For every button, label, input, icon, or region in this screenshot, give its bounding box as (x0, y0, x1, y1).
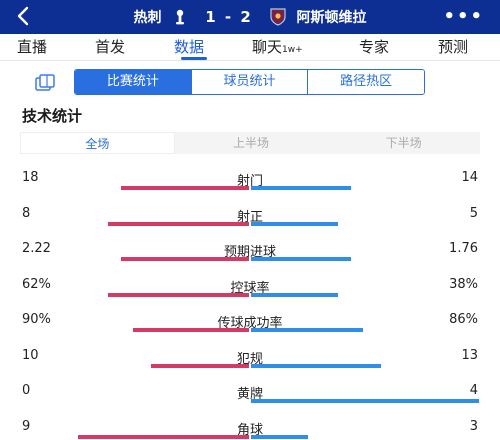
aston-villa-logo-icon (270, 8, 286, 26)
period-selector: 全场 上半场 下半场 (20, 132, 480, 154)
tab-prediction[interactable]: 预测 (438, 36, 468, 57)
home-value: 90% (22, 312, 51, 327)
home-bar (108, 222, 249, 226)
subtab-heatmap[interactable]: 路径热区 (307, 70, 424, 94)
away-bar (251, 364, 381, 368)
away-value: 3 (469, 419, 478, 434)
stat-row: 18 射门 14 (0, 170, 500, 200)
away-value: 14 (461, 170, 478, 185)
away-bar (251, 222, 338, 226)
stat-row: 2.22 预期进球 1.76 (0, 241, 500, 271)
period-first-half[interactable]: 上半场 (233, 136, 270, 150)
tab-label: 直播 (17, 38, 48, 56)
stat-row: 9 角球 3 (0, 419, 500, 440)
away-bar (251, 186, 351, 190)
stat-row: 90% 传球成功率 86% (0, 312, 500, 342)
tab-label: 聊天 (252, 38, 283, 56)
tab-experts[interactable]: 专家 (359, 36, 389, 57)
away-bar (251, 399, 479, 403)
tottenham-logo-icon (172, 8, 188, 26)
home-team-name: 热刺 (133, 10, 162, 26)
back-arrow-icon[interactable] (14, 5, 34, 27)
home-value: 10 (22, 348, 39, 363)
home-bar (78, 435, 249, 439)
home-bar (121, 257, 249, 261)
home-value: 18 (22, 170, 39, 185)
home-bar (133, 328, 249, 332)
away-value: 1.76 (449, 241, 478, 256)
stat-row: 10 犯规 13 (0, 348, 500, 378)
tab-live[interactable]: 直播 (17, 36, 47, 57)
home-value: 9 (22, 419, 31, 434)
home-value: 8 (22, 206, 31, 221)
home-bar (121, 186, 249, 190)
home-value: 62% (22, 277, 51, 292)
stat-label: 传球成功率 (217, 316, 283, 331)
match-header: 热刺 1 - 2 阿斯顿维拉 ••• (0, 0, 500, 34)
tab-lineup[interactable]: 首发 (95, 36, 125, 57)
main-tabs: 直播 首发 数据 聊天1w+ 专家 预测 (0, 34, 500, 60)
stats-subtabs-row: 比赛统计 球员统计 路径热区 (0, 68, 500, 98)
home-value: 0 (22, 383, 31, 398)
stat-row: 62% 控球率 38% (0, 277, 500, 307)
away-bar (251, 293, 338, 297)
stat-label: 角球 (236, 423, 263, 438)
away-team-name: 阿斯顿维拉 (296, 10, 367, 26)
tab-label: 预测 (438, 38, 469, 56)
stat-label: 黄牌 (236, 387, 263, 402)
pitch-icon[interactable] (34, 74, 56, 92)
tab-label: 专家 (359, 38, 390, 56)
stat-row: 8 射正 5 (0, 206, 500, 236)
stat-label: 射正 (236, 210, 263, 225)
away-value: 13 (461, 348, 478, 363)
match-score: 1 - 2 (205, 8, 253, 26)
away-value: 86% (449, 312, 478, 327)
stat-label: 预期进球 (223, 245, 276, 260)
away-value: 4 (469, 383, 478, 398)
stat-label: 射门 (236, 174, 263, 189)
stat-label: 犯规 (236, 352, 263, 367)
stats-subtabs: 比赛统计 球员统计 路径热区 (74, 69, 425, 95)
chat-count-badge: 1w+ (282, 45, 303, 55)
away-bar (251, 257, 351, 261)
more-options-button[interactable]: ••• (443, 6, 484, 27)
tab-label: 数据 (174, 38, 205, 56)
home-bar (108, 293, 249, 297)
subtab-player-stats[interactable]: 球员统计 (190, 70, 308, 94)
home-value: 2.22 (22, 241, 51, 256)
away-value: 38% (449, 277, 478, 292)
divider (0, 60, 500, 61)
period-second-half[interactable]: 下半场 (385, 136, 422, 150)
section-title: 技术统计 (22, 107, 83, 125)
active-tab-indicator (181, 57, 207, 60)
stat-row: 0 黄牌 4 (0, 383, 500, 413)
tab-chat[interactable]: 聊天1w+ (252, 36, 303, 57)
period-full-match[interactable]: 全场 (20, 132, 175, 154)
away-bar (251, 435, 308, 439)
match-summary[interactable]: 热刺 1 - 2 阿斯顿维拉 (0, 7, 500, 27)
away-bar (251, 328, 363, 332)
stat-label: 控球率 (230, 281, 270, 296)
subtab-match-stats[interactable]: 比赛统计 (75, 70, 191, 94)
tab-stats[interactable]: 数据 (174, 36, 204, 57)
away-value: 5 (469, 206, 478, 221)
tab-label: 首发 (95, 38, 126, 56)
home-bar (151, 364, 249, 368)
